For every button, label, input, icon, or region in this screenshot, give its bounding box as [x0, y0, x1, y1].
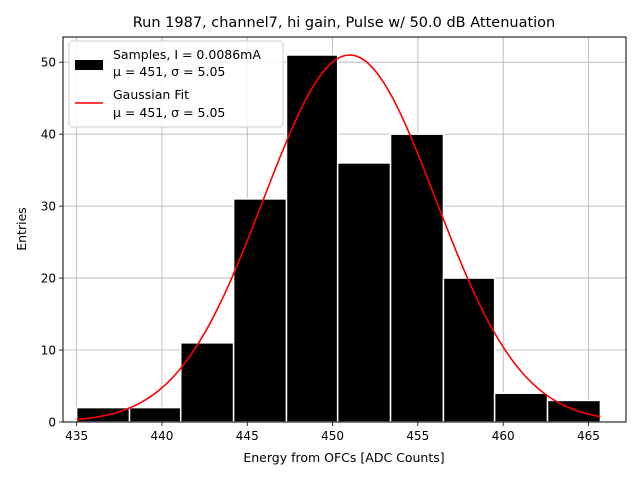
- legend-frame: [68, 40, 284, 128]
- legend-samples-line1: Samples, I = 0.0086mA: [113, 47, 261, 62]
- legend-samples-line2: μ = 451, σ = 5.05: [113, 64, 225, 79]
- x-tick-label-1: 440: [150, 429, 173, 443]
- y-tick-label-4: 40: [41, 128, 56, 142]
- histogram-bar-5: [336, 162, 392, 423]
- x-axis-ticks: 435 440 445 450 455 460 465: [65, 422, 600, 443]
- y-axis-label: Entries: [14, 207, 29, 251]
- y-axis-ticks: 0 10 20 30 40 50: [41, 56, 63, 430]
- y-tick-label-1: 10: [41, 344, 56, 358]
- x-tick-label-6: 465: [577, 429, 600, 443]
- histogram-bar-6: [389, 133, 445, 423]
- x-tick-label-4: 455: [406, 429, 429, 443]
- x-tick-label-0: 435: [65, 429, 88, 443]
- histogram-bar-4: [285, 54, 339, 423]
- y-tick-label-0: 0: [48, 416, 56, 430]
- histogram-bar-0: [75, 406, 131, 423]
- legend: Samples, I = 0.0086mA μ = 451, σ = 5.05 …: [68, 40, 284, 128]
- x-tick-label-2: 445: [236, 429, 259, 443]
- gaussian-fit-curve: [76, 54, 601, 421]
- x-tick-label-3: 450: [321, 429, 344, 443]
- histogram-bar-2: [179, 342, 235, 423]
- x-tick-label-5: 460: [492, 429, 515, 443]
- legend-fit-line1: Gaussian Fit: [113, 87, 189, 102]
- histogram-bar-8: [493, 392, 549, 423]
- y-tick-label-5: 50: [41, 56, 56, 70]
- histogram-bar-3: [232, 198, 288, 423]
- chart-title: Run 1987, channel7, hi gain, Pulse w/ 50…: [133, 15, 556, 31]
- legend-bars-swatch: [75, 60, 103, 70]
- plot-frame: [62, 36, 627, 423]
- legend-fit-line2: μ = 451, σ = 5.05: [113, 105, 225, 120]
- x-axis-label: Energy from OFCs [ADC Counts]: [243, 450, 444, 465]
- histogram-bar-9: [546, 399, 602, 423]
- y-tick-label-2: 20: [41, 272, 56, 286]
- y-tick-label-3: 30: [41, 200, 56, 214]
- histogram-bar-7: [442, 277, 496, 423]
- histogram-bars: [75, 54, 602, 423]
- histogram-bar-1: [128, 406, 182, 423]
